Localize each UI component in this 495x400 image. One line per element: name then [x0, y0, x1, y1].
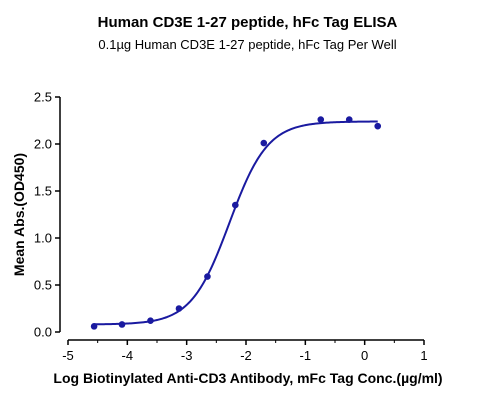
- x-tick-label: -2: [240, 348, 252, 363]
- x-axis-label: Log Biotinylated Anti-CD3 Antibody, mFc …: [53, 370, 442, 386]
- y-tick-label: 2.5: [34, 90, 52, 105]
- fit-curve: [94, 120, 378, 326]
- data-point: [345, 116, 353, 123]
- x-tick-label: -1: [300, 348, 312, 363]
- y-tick-label: 2.0: [34, 137, 52, 152]
- y-tick-label: 0.5: [34, 278, 52, 293]
- y-tick-label: 0.0: [34, 325, 52, 340]
- data-point: [317, 116, 325, 123]
- chart-title: Human CD3E 1-27 peptide, hFc Tag ELISA: [97, 14, 398, 31]
- data-point: [90, 323, 98, 330]
- x-tick-label: -3: [181, 348, 193, 363]
- axes: 0.0 0.5 1.0 1.5 2.0 2.5 -5 -4 -3 -2 -1 0 1: [34, 90, 428, 364]
- y-axis-label: Mean Abs.(OD450): [11, 153, 27, 276]
- y-tick-label: 1.5: [34, 184, 52, 199]
- data-points: [90, 116, 382, 330]
- x-tick-label: 0: [361, 348, 368, 363]
- data-point: [260, 139, 268, 147]
- x-tick-label: 1: [420, 348, 427, 363]
- data-point: [175, 305, 183, 312]
- x-tick-label: -5: [62, 348, 74, 363]
- data-point: [147, 317, 154, 325]
- data-point: [374, 122, 382, 130]
- chart-subtitle: 0.1µg Human CD3E 1-27 peptide, hFc Tag P…: [98, 37, 397, 52]
- x-tick-label: -4: [122, 348, 134, 363]
- data-point: [118, 321, 126, 328]
- y-tick-label: 1.0: [34, 231, 52, 246]
- data-point: [232, 201, 239, 209]
- data-point: [204, 273, 211, 280]
